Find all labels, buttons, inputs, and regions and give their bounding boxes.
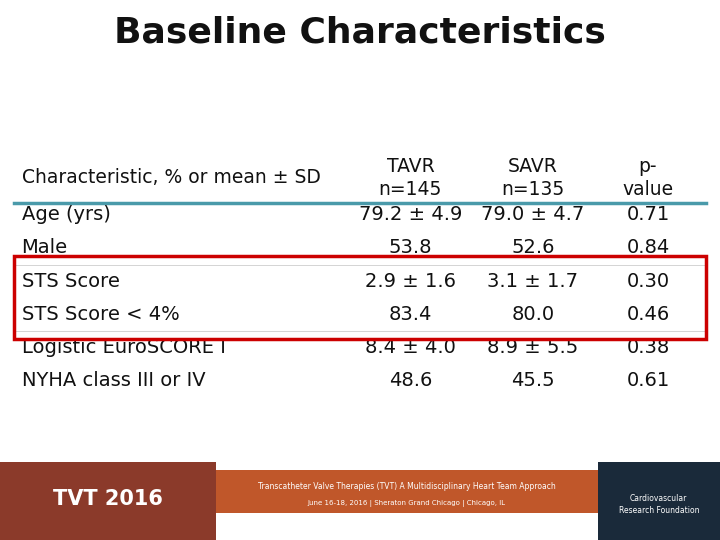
Text: Characteristic, % or mean ± SD: Characteristic, % or mean ± SD [22, 168, 320, 187]
Text: Baseline Characteristics: Baseline Characteristics [114, 15, 606, 49]
Text: Transcatheter Valve Therapies (TVT) A Multidisciplinary Heart Team Approach: Transcatheter Valve Therapies (TVT) A Mu… [258, 482, 556, 491]
Text: June 16-18, 2016 | Sheraton Grand Chicago | Chicago, IL: June 16-18, 2016 | Sheraton Grand Chicag… [307, 500, 506, 507]
Text: STS Score: STS Score [22, 272, 120, 291]
Text: SAVR
n=135: SAVR n=135 [501, 157, 564, 199]
Text: Logistic EuroSCORE I: Logistic EuroSCORE I [22, 338, 225, 357]
Text: 2.9 ± 1.6: 2.9 ± 1.6 [365, 272, 456, 291]
Text: Age (yrs): Age (yrs) [22, 205, 110, 224]
Text: 52.6: 52.6 [511, 239, 554, 258]
Text: 0.30: 0.30 [626, 272, 670, 291]
FancyBboxPatch shape [216, 469, 598, 512]
Text: 53.8: 53.8 [389, 239, 432, 258]
Text: NYHA class III or IV: NYHA class III or IV [22, 372, 205, 390]
Text: 0.84: 0.84 [626, 239, 670, 258]
Text: TAVR
n=145: TAVR n=145 [379, 157, 442, 199]
Text: TVT 2016: TVT 2016 [53, 489, 163, 509]
Text: 3.1 ± 1.7: 3.1 ± 1.7 [487, 272, 578, 291]
Text: 48.6: 48.6 [389, 372, 432, 390]
Text: 80.0: 80.0 [511, 305, 554, 324]
Text: 79.2 ± 4.9: 79.2 ± 4.9 [359, 205, 462, 224]
Text: 45.5: 45.5 [511, 372, 554, 390]
Text: 0.71: 0.71 [626, 205, 670, 224]
Text: 8.4 ± 4.0: 8.4 ± 4.0 [365, 338, 456, 357]
Text: 0.46: 0.46 [626, 305, 670, 324]
Text: 8.9 ± 5.5: 8.9 ± 5.5 [487, 338, 578, 357]
FancyBboxPatch shape [0, 462, 216, 540]
Text: 0.61: 0.61 [626, 372, 670, 390]
Text: Cardiovascular
Research Foundation: Cardiovascular Research Foundation [618, 494, 699, 515]
Text: p-
value: p- value [622, 157, 674, 199]
Text: STS Score < 4%: STS Score < 4% [22, 305, 179, 324]
Text: 83.4: 83.4 [389, 305, 432, 324]
FancyBboxPatch shape [598, 462, 720, 540]
Text: Male: Male [22, 239, 68, 258]
Text: 79.0 ± 4.7: 79.0 ± 4.7 [481, 205, 585, 224]
Text: 0.38: 0.38 [626, 338, 670, 357]
